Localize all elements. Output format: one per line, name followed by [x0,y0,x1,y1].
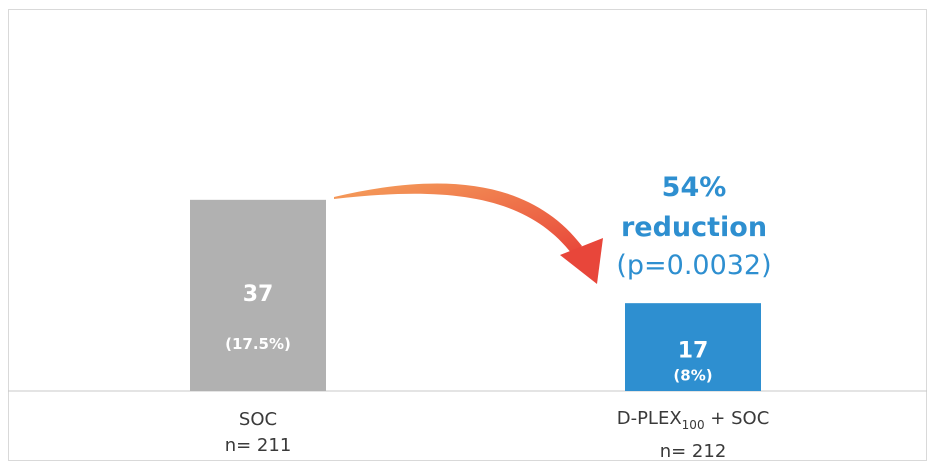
category-label-soc-main: SOC [239,409,277,430]
category-n-soc: n= 211 [225,435,292,456]
bar-percent-label: (8%) [673,366,712,384]
bar-value-label: 37 [243,282,274,307]
bar-value-label: 17 [678,339,709,364]
category-label-dplex-main: D-PLEX [617,408,682,429]
bars-group: 37 (17.5%) 17 (8%) [190,199,761,391]
bar-percent-label: (17.5%) [225,335,291,353]
category-n-dplex: n= 212 [660,441,727,462]
annotation-percent: 54% [662,172,727,203]
category-label-dplex: D-PLEX100 + SOC [617,408,770,432]
bar-soc [190,199,326,391]
category-label-dplex-sub: 100 [682,418,705,432]
reduction-arrow-icon [334,183,582,254]
chart-frame [8,9,927,461]
category-label-soc: SOC [239,409,277,430]
annotation-pvalue: (p=0.0032) [616,250,771,281]
reduction-arrow-head-icon [560,238,603,284]
category-label-dplex-suffix: + SOC [705,408,770,429]
annotation-reduction: reduction [621,212,767,243]
bar-dplex [625,303,761,391]
